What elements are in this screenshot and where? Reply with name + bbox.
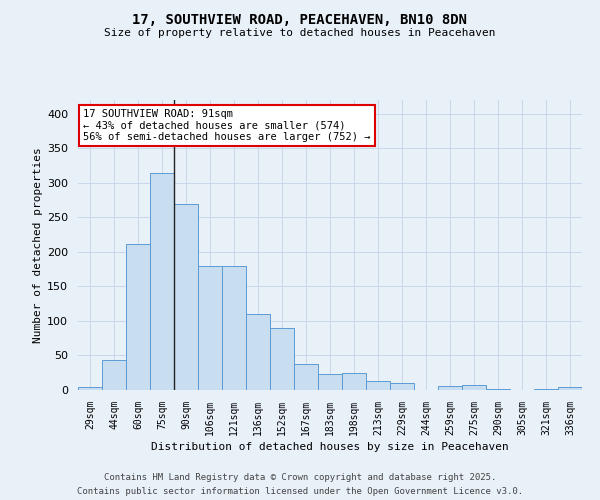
Y-axis label: Number of detached properties: Number of detached properties: [33, 147, 43, 343]
Bar: [126, 244, 150, 390]
Bar: [558, 387, 582, 390]
Bar: [342, 374, 366, 390]
Bar: [486, 388, 510, 390]
Bar: [246, 314, 270, 390]
Bar: [318, 374, 342, 390]
Bar: [294, 364, 318, 390]
Text: Size of property relative to detached houses in Peacehaven: Size of property relative to detached ho…: [104, 28, 496, 38]
Bar: [198, 266, 222, 390]
Bar: [174, 204, 198, 390]
Bar: [78, 386, 102, 390]
Text: 17 SOUTHVIEW ROAD: 91sqm
← 43% of detached houses are smaller (574)
56% of semi-: 17 SOUTHVIEW ROAD: 91sqm ← 43% of detach…: [83, 108, 371, 142]
Bar: [102, 360, 126, 390]
Text: Contains public sector information licensed under the Open Government Licence v3: Contains public sector information licen…: [77, 488, 523, 496]
Bar: [438, 386, 462, 390]
Bar: [150, 172, 174, 390]
Text: 17, SOUTHVIEW ROAD, PEACEHAVEN, BN10 8DN: 17, SOUTHVIEW ROAD, PEACEHAVEN, BN10 8DN: [133, 12, 467, 26]
Bar: [462, 385, 486, 390]
Bar: [222, 266, 246, 390]
Bar: [270, 328, 294, 390]
Bar: [390, 383, 414, 390]
Text: Contains HM Land Registry data © Crown copyright and database right 2025.: Contains HM Land Registry data © Crown c…: [104, 472, 496, 482]
Text: Distribution of detached houses by size in Peacehaven: Distribution of detached houses by size …: [151, 442, 509, 452]
Bar: [366, 381, 390, 390]
